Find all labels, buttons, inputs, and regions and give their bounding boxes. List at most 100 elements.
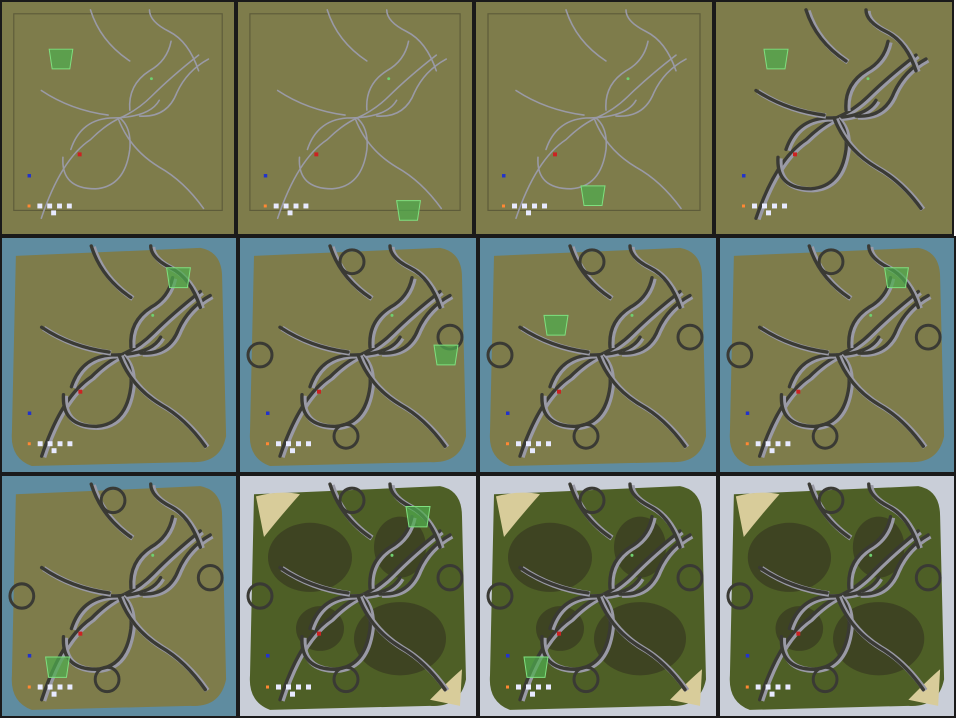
arena-ring xyxy=(332,665,360,694)
arena-ring xyxy=(817,248,845,276)
road xyxy=(807,482,851,539)
player-blue-marker xyxy=(502,174,506,178)
road xyxy=(568,482,612,539)
resource-marker xyxy=(51,210,57,216)
resource-marker xyxy=(273,203,279,209)
road xyxy=(540,594,612,671)
orange-marker xyxy=(27,204,31,208)
map-panel-11[interactable] xyxy=(478,474,718,718)
orange-marker xyxy=(27,442,31,446)
road xyxy=(844,39,890,112)
resource-marker xyxy=(766,210,771,216)
road xyxy=(518,325,590,354)
road xyxy=(593,117,682,210)
road xyxy=(757,565,829,595)
road xyxy=(776,116,848,191)
map-panel-3[interactable] xyxy=(474,0,714,236)
road xyxy=(548,575,642,631)
sand-patch xyxy=(256,492,300,538)
map-panel-7[interactable] xyxy=(478,236,718,474)
road xyxy=(518,353,602,458)
map-panel-4[interactable] xyxy=(714,0,954,236)
resource-marker xyxy=(765,441,771,447)
player-red-marker xyxy=(553,152,557,157)
road xyxy=(385,9,438,72)
selection-highlight xyxy=(543,314,569,336)
selection-highlight xyxy=(396,200,422,221)
resource-marker xyxy=(546,684,551,690)
road-edge xyxy=(369,517,417,590)
resource-marker xyxy=(57,684,63,690)
orange-marker xyxy=(745,685,749,689)
resource-marker xyxy=(47,203,53,209)
arena-ring xyxy=(578,486,606,515)
arena-ring xyxy=(436,563,464,592)
resource-marker xyxy=(546,441,551,447)
arena-ring xyxy=(338,248,366,276)
player-blue-marker xyxy=(27,174,31,178)
map-panel-8[interactable] xyxy=(718,236,956,474)
resource-marker xyxy=(51,691,57,697)
player-red-marker xyxy=(557,631,561,636)
road-edge xyxy=(519,353,604,458)
road-edge xyxy=(130,517,178,590)
resource-marker xyxy=(536,441,541,447)
road-edge xyxy=(839,290,922,359)
player-blue-marker xyxy=(266,411,270,415)
arena-ring xyxy=(676,323,704,351)
map-panel-9[interactable] xyxy=(0,474,238,718)
resource-marker xyxy=(782,203,787,209)
player-blue-marker xyxy=(506,653,510,658)
map-boundary xyxy=(249,13,461,211)
road xyxy=(540,353,612,429)
road-edge xyxy=(121,529,204,600)
selection-highlight xyxy=(405,506,431,528)
road xyxy=(779,594,851,671)
road xyxy=(787,335,881,389)
map-panel-12[interactable] xyxy=(718,474,956,718)
map-canvas xyxy=(2,238,236,472)
road xyxy=(308,335,402,389)
map-canvas xyxy=(2,476,236,716)
resource-marker xyxy=(755,441,761,447)
road xyxy=(628,482,682,549)
resource-marker xyxy=(37,441,43,447)
player-red-marker xyxy=(77,152,82,157)
arena-ring xyxy=(246,341,274,369)
resource-marker xyxy=(516,441,521,447)
map-panel-1[interactable] xyxy=(0,0,236,236)
green-dot xyxy=(866,77,870,81)
road-edge xyxy=(600,529,684,600)
road xyxy=(757,325,829,354)
selection-highlight xyxy=(45,656,70,678)
road xyxy=(326,9,368,62)
road xyxy=(625,9,677,72)
resource-marker xyxy=(516,684,521,690)
player-blue-marker xyxy=(742,174,746,178)
road xyxy=(278,325,350,354)
road xyxy=(306,99,398,151)
road xyxy=(515,89,585,116)
map-panel-2[interactable] xyxy=(236,0,474,236)
orange-marker xyxy=(266,685,269,689)
road-edge xyxy=(848,517,896,590)
road xyxy=(89,9,131,62)
arena-ring xyxy=(486,582,514,610)
player-blue-marker xyxy=(263,174,268,178)
green-dot xyxy=(151,313,155,317)
player-red-marker xyxy=(796,631,801,636)
map-panel-6[interactable] xyxy=(238,236,478,474)
player-blue-marker xyxy=(745,411,750,415)
arena-ring xyxy=(246,582,274,610)
map-panel-5[interactable] xyxy=(0,236,238,474)
resource-marker xyxy=(47,441,53,447)
road-edge xyxy=(41,353,125,458)
road-edge xyxy=(369,278,417,349)
road-edge xyxy=(839,529,922,600)
orange-marker xyxy=(263,204,267,208)
selection-highlight xyxy=(580,185,606,206)
resource-marker xyxy=(51,448,57,454)
map-panel-10[interactable] xyxy=(238,474,478,718)
arena-ring xyxy=(99,486,127,515)
player-red-marker xyxy=(314,152,319,157)
